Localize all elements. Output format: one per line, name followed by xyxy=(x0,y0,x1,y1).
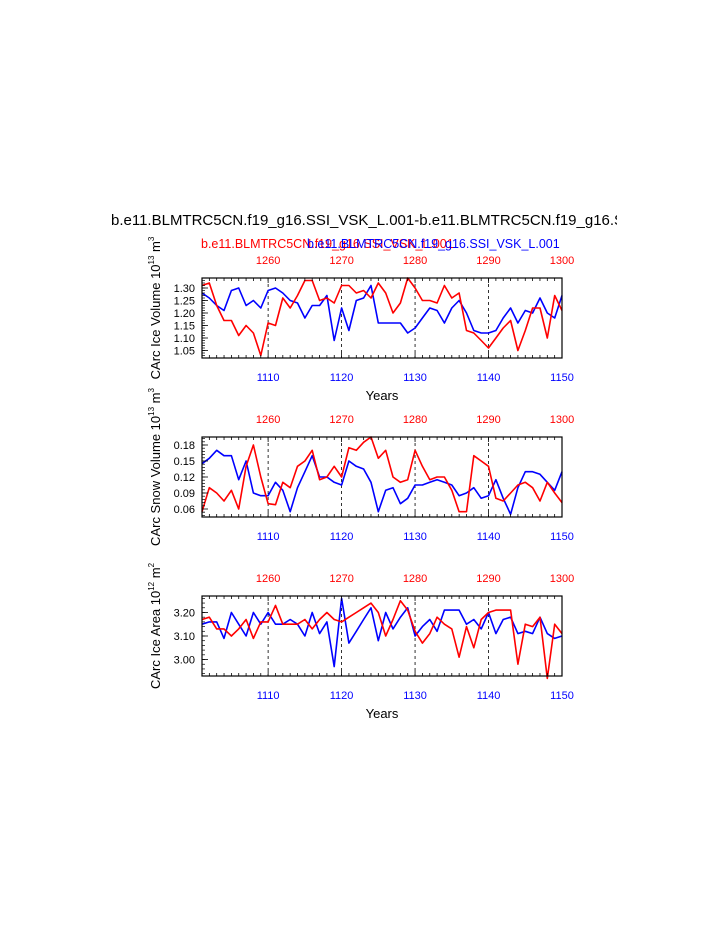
y-axis-label-text: CArc Snow Volume 10 xyxy=(148,416,163,546)
x-tick-label-bottom: 1150 xyxy=(550,372,574,384)
x-tick-label-top: 1300 xyxy=(550,573,574,585)
x-tick-label-bottom: 1130 xyxy=(403,372,427,384)
x-axis-label: Years xyxy=(366,706,399,721)
x-tick-label-bottom: 1150 xyxy=(550,531,574,543)
y-axis-label-unit-exp: 3 xyxy=(147,388,156,393)
x-tick-label-top: 1260 xyxy=(256,414,280,426)
y-axis-label: CArc Ice Volume 1013 m3 xyxy=(147,236,163,379)
series-line-blue xyxy=(201,449,563,516)
y-tick-label: 0.15 xyxy=(174,456,195,468)
y-tick-label: 3.10 xyxy=(174,631,195,643)
x-tick-label-top: 1260 xyxy=(256,255,280,267)
main-title: b.e11.BLMTRC5CN.f19_g16.SSI_VSK_L.001-b.… xyxy=(0,212,617,234)
y-axis-label-unit: m xyxy=(148,241,163,255)
plot-frame xyxy=(201,595,563,677)
main-title-text: b.e11.BLMTRC5CN.f19_g16.SSI_VSK_L.001-b.… xyxy=(111,212,617,229)
y-tick-label: 0.09 xyxy=(174,488,195,500)
x-tick-label-bottom: 1110 xyxy=(257,531,280,543)
panel-1: 1110 1120 1130 1140 1150 1260 1270 1280 1290 1300… xyxy=(147,236,574,403)
plot-frame xyxy=(201,436,563,518)
x-tick-label-bottom: 1140 xyxy=(477,531,501,543)
y-tick-label: 1.20 xyxy=(174,308,195,320)
y-axis-label-unit: m xyxy=(148,393,163,407)
y-axis-label-unit-exp: 3 xyxy=(147,236,156,241)
y-tick-label: 0.06 xyxy=(174,504,195,516)
y-axis-label-exp: 12 xyxy=(147,581,156,590)
red-case-label: b.e11.BLMTRC5CN.f19_g16.SSI_VSK_L.001 xyxy=(201,237,454,251)
y-tick-label: 1.30 xyxy=(174,283,195,295)
x-tick-label-top: 1280 xyxy=(403,255,427,267)
y-axis-label-exp: 13 xyxy=(147,255,156,264)
y-axis-label-unit: m xyxy=(148,567,163,581)
panel-2: 1110 1120 1130 1140 1150 1260 1270 1280 1290 1300… xyxy=(147,388,574,546)
x-tick-label-top: 1280 xyxy=(403,414,427,426)
x-tick-label-bottom: 1150 xyxy=(550,690,574,702)
x-tick-label-bottom: 1120 xyxy=(330,531,354,543)
y-tick-label: 0.12 xyxy=(174,472,195,484)
x-tick-label-top: 1280 xyxy=(403,573,427,585)
blue-case-label: b.e11.BLMTRC5CN.f19_g16.SSI_VSK_L.001 xyxy=(307,237,560,251)
y-axis-label: CArc Ice Area 1012 m2 xyxy=(147,562,163,689)
y-tick-label: 3.20 xyxy=(174,607,195,619)
y-axis-label-text: CArc Ice Volume 10 xyxy=(148,264,163,379)
y-axis-label-exp: 13 xyxy=(147,406,156,415)
series-line-red xyxy=(201,277,563,357)
x-tick-label-bottom: 1110 xyxy=(257,690,280,702)
y-tick-label: 1.05 xyxy=(174,346,195,358)
series-line-blue xyxy=(201,284,563,342)
series-line-red xyxy=(201,436,563,513)
y-tick-label: 1.10 xyxy=(174,333,195,345)
x-axis-label: Years xyxy=(366,388,399,403)
y-tick-label: 0.18 xyxy=(174,440,195,452)
x-tick-label-bottom: 1110 xyxy=(257,372,280,384)
x-tick-label-top: 1300 xyxy=(550,414,574,426)
y-axis-label: CArc Snow Volume 1013 m3 xyxy=(147,388,163,546)
x-tick-label-bottom: 1130 xyxy=(403,690,427,702)
x-tick-label-top: 1260 xyxy=(256,573,280,585)
x-tick-label-top: 1290 xyxy=(476,414,500,426)
x-tick-label-top: 1300 xyxy=(550,255,574,267)
x-tick-label-bottom: 1120 xyxy=(330,372,354,384)
series-line-red xyxy=(201,599,563,680)
y-tick-label: 1.25 xyxy=(174,296,195,308)
x-tick-label-top: 1290 xyxy=(476,573,500,585)
x-tick-label-top: 1290 xyxy=(476,255,500,267)
x-tick-label-top: 1270 xyxy=(329,414,353,426)
plot-frame xyxy=(201,277,563,359)
x-tick-label-top: 1270 xyxy=(329,573,353,585)
y-axis-label-unit-exp: 2 xyxy=(147,562,156,567)
y-tick-label: 3.00 xyxy=(174,655,195,667)
y-axis-label-text: CArc Ice Area 10 xyxy=(148,591,163,689)
x-tick-label-bottom: 1140 xyxy=(477,690,501,702)
y-tick-label: 1.15 xyxy=(174,321,195,333)
panel-3: 1110 1120 1130 1140 1150 1260 1270 1280 1290 1300… xyxy=(147,562,574,721)
x-tick-label-bottom: 1120 xyxy=(330,690,354,702)
x-tick-label-bottom: 1140 xyxy=(477,372,501,384)
x-tick-label-top: 1270 xyxy=(329,255,353,267)
x-tick-label-bottom: 1130 xyxy=(403,531,427,543)
